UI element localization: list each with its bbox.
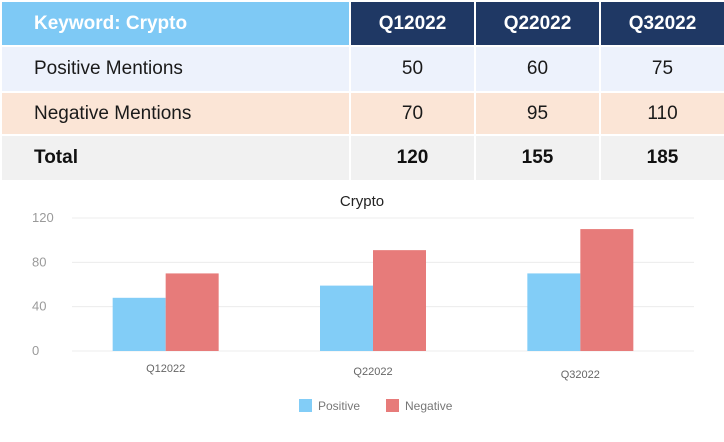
- cell-total-q1: 120: [349, 134, 476, 182]
- bar-negative-q32022: [580, 229, 634, 351]
- table-row-total: Total 120 155 185: [0, 134, 724, 182]
- cell-positive-q2: 60: [474, 45, 601, 93]
- y-tick-label: 0: [32, 343, 39, 358]
- keyword-header: Keyword: Crypto: [0, 0, 351, 47]
- quarter-header-q1: Q12022: [349, 0, 476, 47]
- mentions-table: Keyword: Crypto Q12022 Q22022 Q32022 Pos…: [0, 0, 724, 182]
- legend-swatch-positive: [299, 399, 312, 412]
- cell-total-q2: 155: [474, 134, 601, 182]
- y-tick-label: 80: [32, 254, 46, 269]
- cell-negative-q3: 110: [599, 91, 724, 136]
- bar-positive-q32022: [527, 273, 581, 351]
- table-row-negative: Negative Mentions 70 95 110: [0, 91, 724, 136]
- cell-positive-q1: 50: [349, 45, 476, 93]
- x-tick-label: Q22022: [353, 366, 392, 378]
- cell-negative-q2: 95: [474, 91, 601, 136]
- table-header-row: Keyword: Crypto Q12022 Q22022 Q32022: [0, 0, 724, 47]
- y-tick-label: 40: [32, 299, 46, 314]
- bar-negative-q22022: [373, 250, 426, 351]
- y-tick-label: 120: [32, 210, 54, 225]
- bar-positive-q12022: [112, 297, 166, 351]
- x-tick-label: Q12022: [146, 363, 185, 375]
- bar-negative-q12022: [165, 273, 219, 351]
- bar-chart: Crypto 0 40 80 120 Q12022 Q22022 Q32022 Posit…: [32, 193, 694, 413]
- row-label-positive: Positive Mentions: [0, 45, 351, 93]
- legend-label-negative: Negative: [405, 399, 453, 413]
- row-label-total: Total: [0, 134, 351, 182]
- bar-positive-q22022: [320, 285, 373, 351]
- chart-area: Crypto 0 40 80 120 Q12022 Q22022 Q32022 Posit…: [0, 180, 724, 442]
- cell-positive-q3: 75: [599, 45, 724, 93]
- quarter-header-q2: Q22022: [474, 0, 601, 47]
- chart-title: Crypto: [340, 193, 384, 210]
- cell-negative-q1: 70: [349, 91, 476, 136]
- legend-swatch-negative: [386, 399, 399, 412]
- x-tick-label: Q32022: [561, 369, 600, 381]
- table-row-positive: Positive Mentions 50 60 75: [0, 45, 724, 93]
- legend-label-positive: Positive: [318, 399, 360, 413]
- row-label-negative: Negative Mentions: [0, 91, 351, 136]
- quarter-header-q3: Q32022: [599, 0, 724, 47]
- cell-total-q3: 185: [599, 134, 724, 182]
